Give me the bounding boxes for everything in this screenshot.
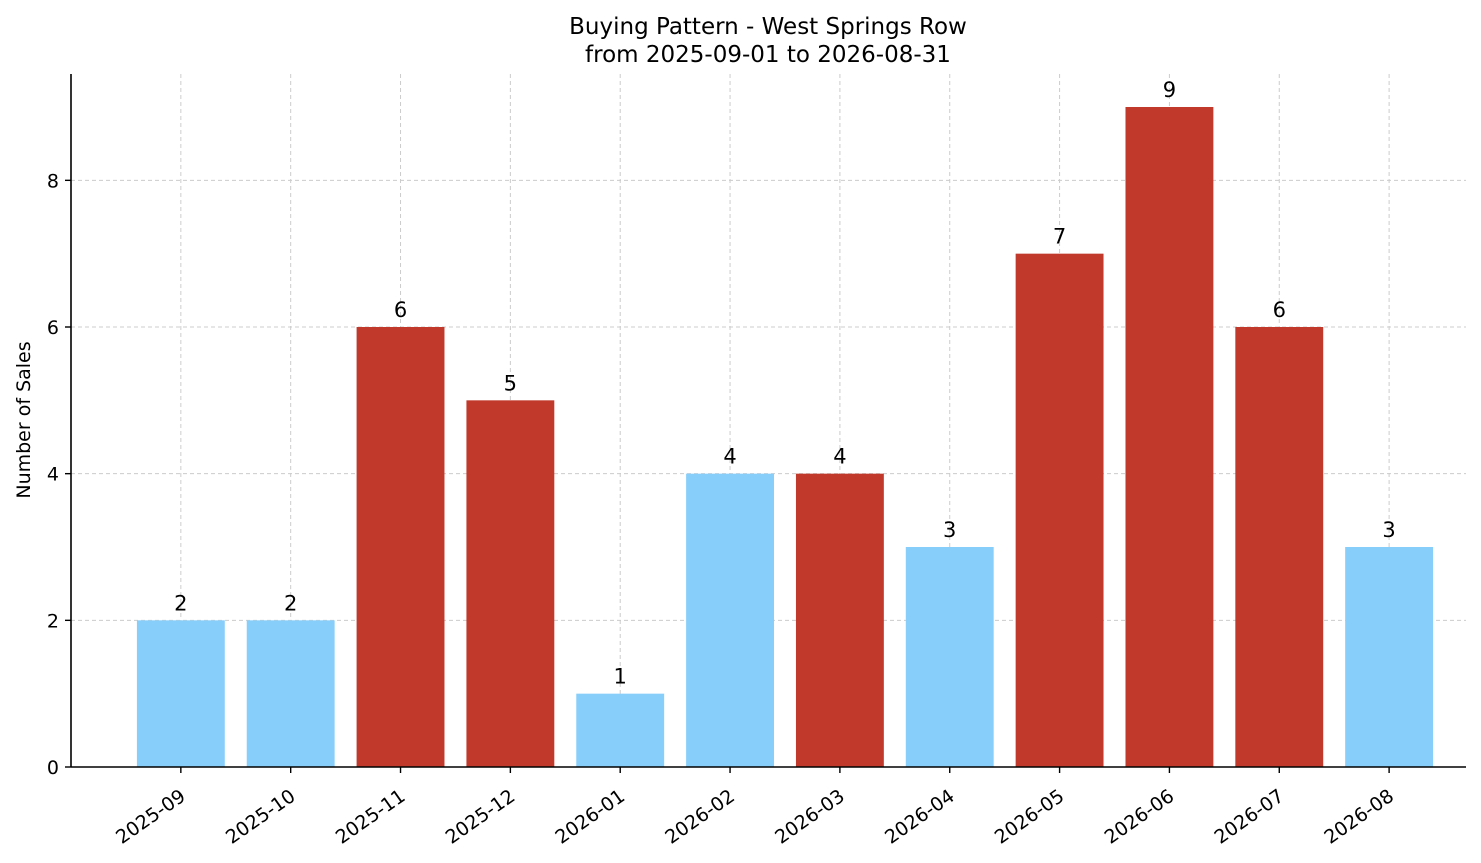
y-tick-label: 0 bbox=[47, 757, 59, 779]
bar-2026-07 bbox=[1235, 327, 1324, 767]
x-tick-label: 2025-11 bbox=[332, 785, 410, 849]
y-tick-label: 4 bbox=[47, 464, 59, 486]
x-tick-label: 2025-10 bbox=[222, 785, 300, 849]
data-label-2026-01: 1 bbox=[614, 665, 627, 689]
x-tick-label: 2026-07 bbox=[1210, 785, 1288, 849]
bar-2026-03 bbox=[795, 473, 884, 767]
data-label-2025-09: 2 bbox=[174, 591, 187, 615]
bar-2026-04 bbox=[905, 547, 994, 767]
data-label-2025-10: 2 bbox=[284, 591, 297, 615]
bar-2026-02 bbox=[686, 473, 774, 767]
chart-title: Buying Pattern - West Springs Row bbox=[569, 14, 967, 40]
data-label-2026-05: 7 bbox=[1053, 225, 1066, 249]
data-label-2025-12: 5 bbox=[504, 371, 517, 395]
x-tick-label: 2025-12 bbox=[442, 785, 520, 849]
data-label-2026-07: 6 bbox=[1273, 298, 1286, 322]
y-tick-label: 2 bbox=[47, 610, 59, 632]
bar-2025-12 bbox=[466, 400, 555, 767]
x-tick-label: 2026-03 bbox=[771, 785, 849, 849]
bar-2025-09 bbox=[136, 620, 225, 767]
data-label-2025-11: 6 bbox=[394, 298, 407, 322]
x-tick-label: 2026-01 bbox=[551, 785, 629, 849]
x-tick-label: 2026-04 bbox=[881, 785, 959, 849]
x-tick-label: 2026-08 bbox=[1320, 785, 1398, 849]
bar-2026-01 bbox=[576, 693, 665, 767]
y-axis-label: Number of Sales bbox=[13, 341, 35, 498]
y-tick-label: 8 bbox=[47, 170, 59, 192]
data-label-2026-03: 4 bbox=[833, 445, 846, 469]
bar-2026-08 bbox=[1345, 547, 1434, 767]
x-tick-label: 2026-02 bbox=[661, 785, 739, 849]
data-labels: 2 2 6 5 1 4 4 3 7 9 6 3 bbox=[174, 78, 1396, 689]
bars bbox=[136, 107, 1434, 767]
data-label-2026-08: 3 bbox=[1382, 518, 1395, 542]
data-label-2026-02: 4 bbox=[723, 445, 736, 469]
data-label-2026-04: 3 bbox=[943, 518, 956, 542]
data-label-2026-06: 9 bbox=[1163, 78, 1176, 102]
bar-2026-06 bbox=[1125, 107, 1214, 767]
y-tick-label: 6 bbox=[47, 317, 59, 339]
bar-2026-05 bbox=[1015, 253, 1104, 767]
chart-subtitle: from 2025-09-01 to 2026-08-31 bbox=[585, 42, 951, 68]
x-tick-label: 2026-06 bbox=[1101, 785, 1179, 849]
x-tick-label: 2026-05 bbox=[991, 785, 1069, 849]
x-tick-label: 2025-09 bbox=[112, 785, 190, 849]
bar-2025-10 bbox=[246, 620, 335, 767]
bar-2025-11 bbox=[356, 327, 445, 767]
